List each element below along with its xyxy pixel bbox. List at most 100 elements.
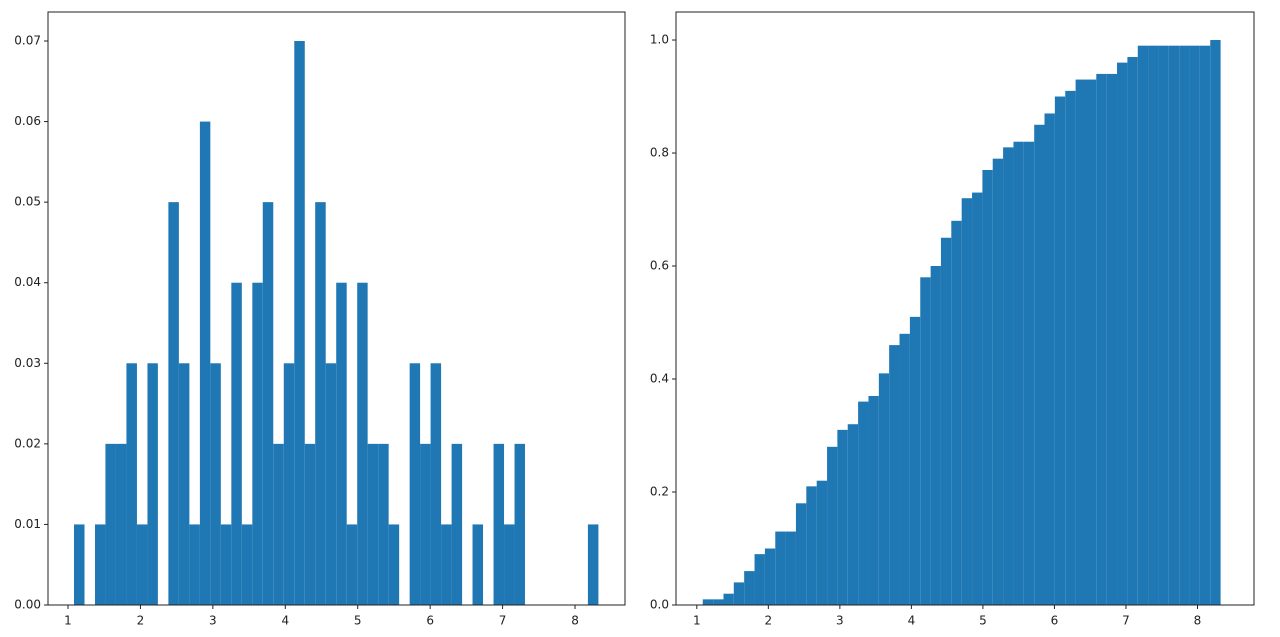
bar (409, 363, 421, 605)
bar (827, 446, 838, 605)
y-tick-label: 0.6 (650, 259, 669, 273)
x-tick-label: 7 (499, 614, 507, 628)
bar (262, 202, 274, 606)
bar (909, 316, 921, 605)
bar (930, 266, 941, 605)
x-tick-label: 2 (765, 614, 773, 628)
bar (168, 202, 179, 606)
axes-frame (675, 11, 1255, 606)
x-tick-label: 8 (1194, 614, 1202, 628)
bar (1023, 141, 1035, 605)
y-tick-label: 0.01 (14, 517, 41, 531)
bar (493, 443, 505, 605)
bar (325, 363, 337, 605)
bar (1148, 45, 1159, 606)
bar (1210, 40, 1221, 605)
bar (388, 524, 400, 605)
x-tick-label: 8 (571, 614, 579, 628)
x-tick-label: 7 (1122, 614, 1130, 628)
x-tick-label: 3 (836, 614, 844, 628)
bar (920, 277, 931, 605)
bar (95, 524, 106, 605)
bar (378, 443, 389, 605)
axes-frame (47, 11, 626, 606)
bar (1168, 45, 1180, 606)
bar (764, 548, 776, 605)
x-tick-label: 6 (1051, 614, 1059, 628)
y-tick-label: 0.0 (650, 598, 669, 612)
y-tick-label: 0.00 (14, 598, 41, 612)
bar (1106, 73, 1118, 605)
bar (806, 486, 817, 605)
bar (713, 599, 724, 605)
bar (733, 582, 745, 605)
bar (940, 237, 952, 605)
bar (1199, 45, 1211, 606)
bar (1054, 96, 1066, 606)
bar (420, 443, 431, 605)
x-tick-label: 1 (693, 614, 701, 628)
y-tick-label: 0.07 (14, 34, 41, 48)
x-tick-label: 1 (64, 614, 72, 628)
bar (972, 192, 983, 605)
y-tick-label: 0.02 (14, 436, 41, 450)
bar (1085, 79, 1097, 605)
bar (1065, 90, 1076, 606)
bar (126, 363, 137, 605)
bar (837, 429, 848, 605)
bar (504, 524, 515, 605)
bar (847, 424, 859, 605)
x-tick-label: 3 (209, 614, 217, 628)
x-tick-label: 4 (908, 614, 916, 628)
bar (105, 443, 116, 605)
bar (1044, 113, 1055, 605)
bar (992, 158, 1004, 605)
bar (514, 443, 525, 605)
bar (441, 524, 452, 605)
bar (115, 443, 127, 605)
bar (878, 373, 890, 605)
bar (587, 524, 599, 605)
bar (294, 41, 305, 606)
bar (315, 202, 326, 606)
bar (74, 524, 85, 605)
bar (273, 443, 284, 605)
x-tick-label: 6 (426, 614, 434, 628)
bar (189, 524, 200, 605)
y-tick-label: 0.2 (650, 485, 669, 499)
y-tick-label: 0.4 (650, 372, 669, 386)
y-tick-label: 1.0 (650, 33, 669, 47)
bar (889, 345, 900, 605)
x-tick-label: 5 (979, 614, 987, 628)
bar (868, 395, 879, 605)
y-tick-label: 0.04 (14, 275, 41, 289)
bar (1034, 124, 1045, 605)
bar (304, 443, 316, 605)
bar (231, 282, 242, 605)
bar (336, 282, 347, 605)
bar (816, 480, 828, 605)
x-tick-label: 2 (137, 614, 145, 628)
x-tick-label: 5 (354, 614, 362, 628)
y-tick-label: 0.05 (14, 195, 41, 209)
bar (1189, 45, 1200, 606)
bar (147, 363, 158, 605)
bar (346, 524, 358, 605)
bar (795, 503, 807, 605)
bar (899, 333, 910, 605)
bar (961, 198, 973, 605)
bar (430, 363, 442, 605)
bar (951, 220, 962, 605)
y-tick-label: 0.03 (14, 356, 41, 370)
bar (283, 363, 295, 605)
bar (1179, 45, 1190, 606)
bar (241, 524, 253, 605)
bar (220, 524, 232, 605)
bar (1075, 79, 1086, 605)
bar (723, 593, 734, 605)
bar (775, 531, 786, 605)
bar (1117, 62, 1128, 606)
bar (754, 554, 765, 605)
bar (178, 363, 190, 605)
